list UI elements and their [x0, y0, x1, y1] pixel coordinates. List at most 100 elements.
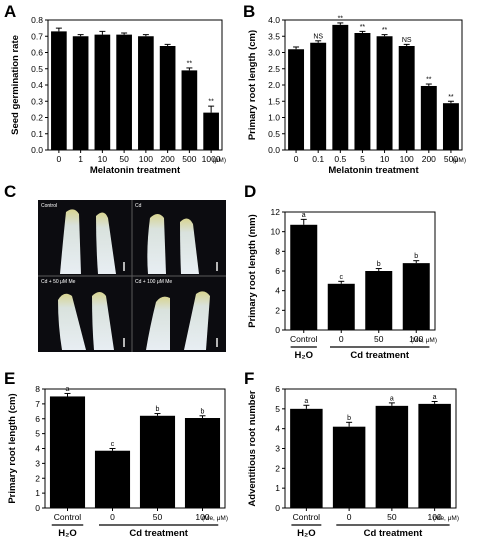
root-tip — [60, 209, 81, 274]
significance-label: c — [111, 441, 115, 448]
y-tick-label: 0.5 — [268, 129, 280, 139]
y-axis-label: Adventitious root number — [247, 390, 258, 506]
significance-label: NS — [402, 37, 412, 44]
significance-label: c — [340, 274, 344, 281]
significance-label: ** — [208, 99, 214, 106]
bar — [420, 85, 437, 150]
root-tip — [146, 296, 170, 350]
bar — [72, 36, 89, 150]
x-tick-label: 100 — [409, 334, 423, 344]
y-tick-label: 2.0 — [268, 80, 280, 90]
bar — [94, 450, 131, 508]
significance-label: b — [201, 408, 205, 415]
y-tick-label: 10 — [271, 227, 281, 237]
bar — [288, 49, 305, 150]
x-axis-label: Melatonin treatment — [328, 165, 419, 176]
x-tick-label: Control — [293, 512, 321, 522]
x-tick-label: 0.5 — [334, 154, 346, 164]
root-tip — [180, 218, 199, 274]
y-tick-label: 4.0 — [268, 15, 280, 25]
unit-label: (Me, μM) — [202, 515, 228, 522]
photo-label-cd-50: Cd + 50 μM Me — [41, 279, 76, 285]
y-tick-label: 0.0 — [268, 145, 280, 155]
y-tick-label: 1.5 — [268, 96, 280, 106]
x-tick-label: Control — [290, 334, 318, 344]
y-tick-label: 0.2 — [31, 113, 43, 123]
y-tick-label: 0.0 — [31, 145, 43, 155]
root-tip — [184, 291, 210, 350]
y-tick-label: 5 — [35, 429, 40, 439]
panel-label-f: F — [244, 369, 254, 388]
bar — [442, 103, 459, 150]
panel-label-c: C — [4, 182, 16, 201]
y-tick-label: 6 — [275, 266, 280, 276]
bar — [332, 24, 349, 150]
x-tick-label: 0.1 — [312, 154, 324, 164]
significance-label: a — [304, 398, 308, 405]
x-tick-label: 50 — [119, 154, 129, 164]
x-tick-label: 200 — [422, 154, 436, 164]
bar — [398, 46, 415, 150]
x-tick-label: 0 — [347, 512, 352, 522]
y-tick-label: 4 — [275, 286, 280, 296]
significance-label: ** — [382, 27, 388, 34]
x-tick-label: 10 — [98, 154, 108, 164]
x-tick-label: 100 — [428, 512, 442, 522]
x-tick-label: 1000 — [202, 154, 221, 164]
photo-quadrant-cd-100: Cd + 100 μM Me — [135, 279, 218, 350]
y-tick-label: 2.5 — [268, 64, 280, 74]
significance-label: b — [347, 415, 351, 422]
x-tick-label: 50 — [387, 512, 397, 522]
bar — [138, 36, 154, 150]
group-label-water: H₂O — [295, 350, 313, 361]
root-tip — [147, 214, 166, 274]
y-tick-label: 0.5 — [31, 64, 43, 74]
x-tick-label: 50 — [374, 334, 384, 344]
bar — [94, 34, 111, 150]
x-tick-label: 1 — [78, 154, 83, 164]
y-tick-label: 6 — [35, 414, 40, 424]
y-tick-label: 0 — [35, 503, 40, 513]
panel-label-a: A — [4, 2, 16, 21]
x-tick-label: 50 — [153, 512, 163, 522]
y-tick-label: 2 — [275, 463, 280, 473]
y-tick-label: 0 — [275, 503, 280, 513]
panel-label-e: E — [4, 369, 15, 388]
y-tick-label: 7 — [35, 399, 40, 409]
y-axis-label: Primary root length (mm) — [247, 214, 258, 328]
x-axis-label: Melatonin treatment — [90, 165, 181, 176]
chart-a-germination-rate: 0.0 0.1 0.2 0.3 0.4 0.5 0.6 0.7 0.8 0 1 10 50 100 200 *… — [10, 15, 226, 176]
x-tick-label: 10 — [380, 154, 390, 164]
x-tick-label: 5 — [360, 154, 365, 164]
group-label-cd: Cd treatment — [364, 528, 423, 539]
y-tick-label: 1 — [35, 488, 40, 498]
root-tip — [58, 293, 86, 350]
unit-label: (Me, μM) — [433, 515, 459, 522]
significance-label: ** — [360, 24, 366, 31]
y-tick-label: 1.0 — [268, 113, 280, 123]
y-tick-label: 0.1 — [31, 129, 43, 139]
bar — [354, 33, 371, 150]
x-tick-label: 0 — [110, 512, 115, 522]
y-tick-label: 2 — [275, 305, 280, 315]
y-tick-label: 3.0 — [268, 48, 280, 58]
bar — [116, 34, 132, 150]
bar — [49, 396, 86, 508]
y-tick-label: 3 — [35, 458, 40, 468]
significance-label: a — [302, 212, 306, 219]
bar — [375, 405, 409, 508]
root-tip — [92, 292, 114, 350]
chart-f-adventitious-root-number: 0 1 2 3 4 5 6 a Control b 0 a 50 a 100(Me, μM) Adventit… — [247, 384, 459, 539]
x-tick-label: 100 — [195, 512, 209, 522]
y-tick-label: 0.7 — [31, 31, 43, 41]
x-tick-label: 100 — [139, 154, 153, 164]
significance-label: a — [390, 395, 394, 402]
panel-label-d: D — [244, 182, 256, 201]
x-tick-label: 100 — [400, 154, 414, 164]
significance-label: ** — [338, 15, 344, 22]
significance-label: ** — [187, 60, 193, 67]
bar — [332, 426, 366, 508]
y-tick-label: 4 — [275, 424, 280, 434]
y-tick-label: 0 — [275, 325, 280, 335]
